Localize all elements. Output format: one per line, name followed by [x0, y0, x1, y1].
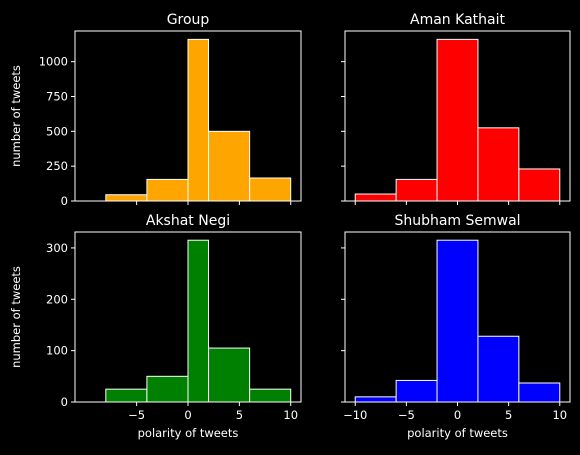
histogram-bar — [477, 127, 520, 202]
y-tick-label: 250 — [46, 159, 68, 173]
y-tick-label: 200 — [46, 292, 68, 306]
x-tick-label: −10 — [343, 408, 367, 422]
panel-title: Shubham Semwal — [394, 213, 520, 229]
panel-title: Akshat Negi — [146, 213, 230, 229]
y-axis-label: number of tweets — [9, 266, 23, 368]
histogram-bar — [518, 168, 561, 202]
histogram-bar — [477, 335, 520, 403]
x-axis-label: polarity of tweets — [407, 426, 508, 440]
histogram-bar — [187, 38, 210, 202]
y-tick-label: 100 — [46, 344, 68, 358]
histogram-bar — [354, 396, 397, 403]
y-tick-label: 300 — [46, 241, 68, 255]
x-tick-label: 10 — [552, 408, 567, 422]
y-tick-label: 1000 — [39, 55, 68, 69]
histogram-bar — [249, 177, 292, 202]
y-tick-label: 0 — [61, 395, 68, 409]
histogram-bar — [187, 239, 210, 403]
x-tick-label: 0 — [454, 408, 461, 422]
histogram-bar — [208, 347, 251, 403]
histogram-bar — [146, 178, 189, 202]
y-tick-label: 750 — [46, 89, 68, 103]
histogram-bar — [436, 239, 479, 403]
histogram-bar — [249, 388, 292, 403]
x-tick-label: −5 — [128, 408, 145, 422]
x-tick-label: 5 — [505, 408, 512, 422]
x-tick-label: −5 — [398, 408, 415, 422]
y-tick-label: 0 — [61, 194, 68, 208]
histogram-bar — [146, 375, 189, 403]
y-tick-label: 500 — [46, 124, 68, 138]
y-axis-label: number of tweets — [9, 65, 23, 167]
histogram-bar — [105, 194, 148, 202]
histogram-bar — [395, 379, 438, 403]
x-tick-label: 5 — [236, 408, 243, 422]
histogram-bar — [105, 388, 148, 403]
histogram-bar — [354, 193, 397, 202]
panel-title: Group — [167, 12, 210, 28]
x-tick-label: 0 — [184, 408, 191, 422]
panel-title: Aman Kathait — [410, 12, 505, 28]
x-axis-label: polarity of tweets — [138, 426, 239, 440]
histogram-bar — [395, 178, 438, 202]
histogram-bar — [208, 130, 251, 202]
histogram-bar — [436, 38, 479, 202]
histogram-bar — [518, 382, 561, 403]
x-tick-label: 10 — [283, 408, 298, 422]
